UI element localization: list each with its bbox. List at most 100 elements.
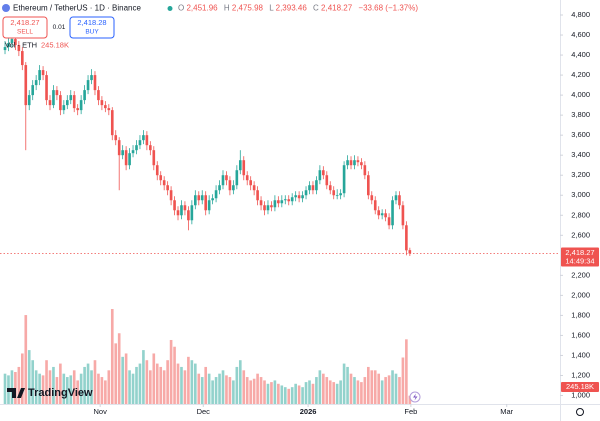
volume-bar [308,380,311,404]
volume-bar [363,377,367,404]
candle-body [405,225,408,251]
volume-legend-label: Vol · ETH [5,40,37,49]
candle-body [14,39,17,46]
candle-body [367,175,370,196]
candle-body [183,205,187,211]
y-tick-label: 2,600 [571,230,590,239]
volume-bar [124,353,128,404]
volume-bar [107,370,111,404]
volume-bar [346,366,349,404]
candle-body [138,140,142,146]
volume-bar [194,363,197,404]
volume-bar [211,380,214,404]
candle-body [145,135,149,146]
candle-body [107,108,111,111]
volume-bar [356,380,360,404]
candle-body [242,160,246,176]
volume-bar [218,373,221,404]
candle-body [270,205,273,208]
volume-bar [162,370,166,404]
settings-icon[interactable] [576,408,584,416]
candle-body [187,210,190,221]
candle-body [194,195,197,206]
volume-bar [200,377,204,404]
candle-body [41,70,45,76]
volume-bar [72,370,76,404]
volume-bar [24,315,28,404]
volume-bar [131,373,135,404]
candle-body [104,105,107,109]
candle-body [31,85,35,96]
volume-bar [190,360,194,404]
volume-bar [41,375,45,404]
volume-bar [155,363,159,404]
y-tick-label: 1,600 [571,330,590,339]
y-tick-label: 2,000 [571,290,590,299]
candle-body [349,160,353,166]
volume-bar [377,373,381,404]
volume-bar [45,360,48,404]
volume-bar [27,350,31,404]
candle-body [21,51,24,66]
volume-bar [335,383,339,404]
candle-body [325,175,329,186]
candle-body [10,39,14,44]
volume-bar [232,380,235,404]
buy-button[interactable]: 2,418.28 BUY [69,16,115,39]
volume-bar [315,377,318,404]
volume-bar [176,363,180,404]
volume-bar [408,395,412,404]
candle-body [294,195,297,198]
y-tick-label: 1,000 [571,390,590,399]
volume-bar [187,356,190,404]
candle-body [380,213,384,216]
candle-body [162,180,166,186]
volume-bar [318,370,322,404]
volume-bar [263,380,266,404]
volume-bar [76,380,79,404]
volume-bar [149,370,152,404]
candle-body [117,140,121,156]
candle-body [24,65,28,106]
volume-bar [342,363,346,404]
candle-body [159,175,163,181]
volume-bar [391,370,394,404]
candle-body [342,165,346,194]
candle-body [149,145,152,151]
volume-bar [145,360,149,404]
buy-box [69,16,115,39]
l-value: 2,393.46 [276,4,308,13]
volume-bar [235,366,239,404]
y-tick-label: 4,800 [571,10,590,19]
volume-bar [238,360,242,404]
x-tick-label: Nov [93,407,107,416]
volume-bar [277,383,280,404]
volume-bar [183,370,187,404]
logo-text: TradingView [28,387,93,399]
candle-body [332,190,336,196]
volume-bar [110,309,114,404]
candle-body [55,90,59,96]
candle-body [3,47,7,51]
volume-bar [270,382,273,404]
candle-body [401,205,405,226]
volume-bar [100,377,104,404]
candle-body [398,195,401,206]
y-tick-label: 3,800 [571,110,590,119]
volume-bar [38,373,41,404]
volume-bar [104,380,107,404]
sell-button[interactable]: 2,418.27 SELL [2,16,48,39]
volume-bar [290,387,294,404]
volume-bar [3,373,7,404]
candle-body [245,175,249,181]
candle-body [79,100,83,111]
candle-body [356,160,360,163]
volume-bar [138,363,142,404]
candle-body [297,195,301,199]
candle-body [339,193,342,196]
candle-body [394,195,398,201]
volume-bar [152,353,156,404]
change: −33.68 (−1.37%) [358,4,418,13]
candle-body [259,200,263,206]
